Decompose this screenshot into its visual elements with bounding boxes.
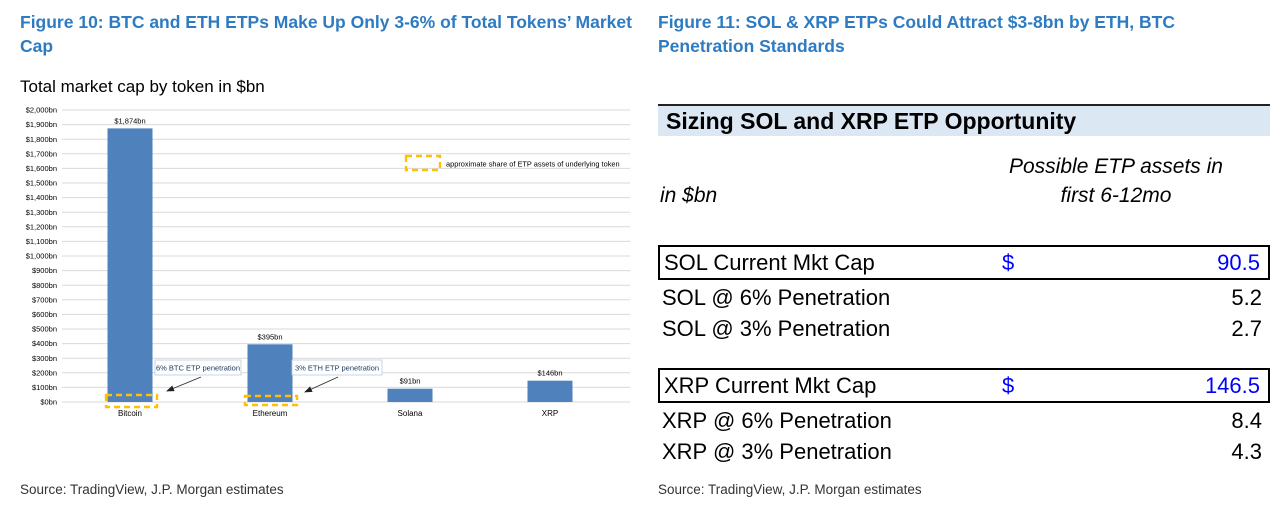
svg-text:$1,700bn: $1,700bn: [26, 149, 57, 158]
svg-text:$1,000bn: $1,000bn: [26, 252, 57, 261]
currency-symbol: $: [1002, 250, 1015, 275]
bar-solana: [387, 388, 433, 402]
svg-text:$400bn: $400bn: [32, 339, 57, 348]
svg-text:$700bn: $700bn: [32, 295, 57, 304]
x-axis-label: XRP: [542, 409, 558, 418]
svg-text:$1,800bn: $1,800bn: [26, 135, 57, 144]
table-value-column-header: Possible ETP assets in first 6-12mo: [964, 152, 1268, 210]
figure10-title: Figure 10: BTC and ETH ETPs Make Up Only…: [20, 12, 632, 56]
chart-gridlines: [62, 109, 630, 403]
bar-value-label: $146bn: [537, 369, 562, 378]
table-row-xrp-current-mkt-cap: XRP Current Mkt Cap $ 146.5: [658, 368, 1270, 403]
currency-symbol: $: [1002, 373, 1015, 398]
table-row-sol-6pct: SOL @ 6% Penetration 5.2: [658, 282, 1270, 313]
y-axis-tick-labels: $0bn $100bn $200bn $300bn $400bn $500bn $600bn…: [26, 106, 57, 407]
table-unit-label: in $bn: [660, 184, 718, 207]
value-column-header-line2: first 6-12mo: [1060, 184, 1172, 207]
svg-text:$600bn: $600bn: [32, 310, 57, 319]
row-value: 4.3: [1231, 439, 1262, 464]
svg-text:$1,600bn: $1,600bn: [26, 164, 57, 173]
svg-text:$200bn: $200bn: [32, 368, 57, 377]
figure11-source: Source: TradingView, J.P. Morgan estimat…: [658, 482, 922, 497]
x-axis-label: Bitcoin: [118, 409, 142, 418]
legend-dashed-swatch: [404, 154, 442, 172]
market-cap-bar-chart: $0bn $100bn $200bn $300bn $400bn $500bn $600bn…: [20, 98, 645, 438]
row-label: SOL Current Mkt Cap: [664, 250, 875, 275]
annotation-arrow: [304, 376, 339, 393]
bar-value-label: $1,874bn: [114, 116, 145, 125]
row-label: SOL @ 3% Penetration: [662, 316, 891, 341]
bar-ethereum: [247, 344, 293, 402]
figure10-chart-subtitle: Total market cap by token in $bn: [20, 77, 265, 96]
svg-text:$1,500bn: $1,500bn: [26, 179, 57, 188]
table-row-xrp-6pct: XRP @ 6% Penetration 8.4: [658, 405, 1270, 436]
row-label: XRP Current Mkt Cap: [664, 373, 877, 398]
row-value: 146.5: [1204, 373, 1260, 398]
svg-text:$1,400bn: $1,400bn: [26, 193, 57, 202]
svg-text:$800bn: $800bn: [32, 281, 57, 290]
table-header-band: Sizing SOL and XRP ETP Opportunity: [658, 104, 1270, 136]
svg-text:$900bn: $900bn: [32, 266, 57, 275]
x-axis-label: Solana: [398, 409, 423, 418]
chart-annotations: 6% BTC ETP penetration 3% ETH ETP penetra…: [154, 359, 383, 393]
row-label: XRP @ 3% Penetration: [662, 439, 892, 464]
figure10-panel: Figure 10: BTC and ETH ETPs Make Up Only…: [20, 0, 645, 512]
figure10-source: Source: TradingView, J.P. Morgan estimat…: [20, 482, 284, 497]
bar-xrp: [527, 380, 573, 402]
x-axis-label: Ethereum: [253, 409, 288, 418]
row-value: 90.5: [1217, 250, 1260, 275]
svg-text:$1,300bn: $1,300bn: [26, 208, 57, 217]
svg-text:$500bn: $500bn: [32, 325, 57, 334]
svg-text:$300bn: $300bn: [32, 354, 57, 363]
etp-share-overlay-bitcoin: [104, 393, 159, 409]
svg-text:$1,100bn: $1,100bn: [26, 237, 57, 246]
svg-text:$0bn: $0bn: [40, 398, 57, 407]
figure11-panel: Figure 11: SOL & XRP ETPs Could Attract …: [658, 0, 1270, 512]
row-label: XRP @ 6% Penetration: [662, 408, 892, 433]
bar-bitcoin: [107, 128, 153, 402]
annotation-box: [291, 359, 383, 376]
table-row-sol-current-mkt-cap: SOL Current Mkt Cap $ 90.5: [658, 245, 1270, 280]
etp-share-overlay-ethereum: [243, 394, 299, 407]
annotation-arrow: [166, 376, 202, 392]
row-label: SOL @ 6% Penetration: [662, 285, 891, 310]
row-value: 2.7: [1231, 316, 1262, 341]
chart-legend: approximate share of ETP assets of under…: [404, 154, 620, 172]
figure11-title: Figure 11: SOL & XRP ETPs Could Attract …: [658, 12, 1175, 56]
annotation-label: 6% BTC ETP penetration: [156, 364, 240, 373]
value-column-header-line1: Possible ETP assets in: [1009, 155, 1223, 178]
etp-share-overlays: [104, 393, 299, 409]
row-value: 8.4: [1231, 408, 1262, 433]
svg-text:$2,000bn: $2,000bn: [26, 106, 57, 115]
svg-text:$1,900bn: $1,900bn: [26, 120, 57, 129]
bar-value-label: $91bn: [400, 377, 421, 386]
bar-value-label: $395bn: [257, 332, 282, 341]
svg-text:$1,200bn: $1,200bn: [26, 222, 57, 231]
annotation-box: [154, 359, 242, 376]
legend-label: approximate share of ETP assets of under…: [446, 160, 620, 169]
table-row-sol-3pct: SOL @ 3% Penetration 2.7: [658, 313, 1270, 344]
table-row-xrp-3pct: XRP @ 3% Penetration 4.3: [658, 436, 1270, 467]
row-value: 5.2: [1231, 285, 1262, 310]
annotation-label: 3% ETH ETP penetration: [295, 364, 379, 373]
chart-bars: $1,874bn Bitcoin $395bn Ethereum $91bn Solana…: [107, 116, 573, 418]
svg-text:$100bn: $100bn: [32, 383, 57, 392]
bar-chart-svg: $0bn $100bn $200bn $300bn $400bn $500bn $600bn…: [26, 106, 630, 418]
